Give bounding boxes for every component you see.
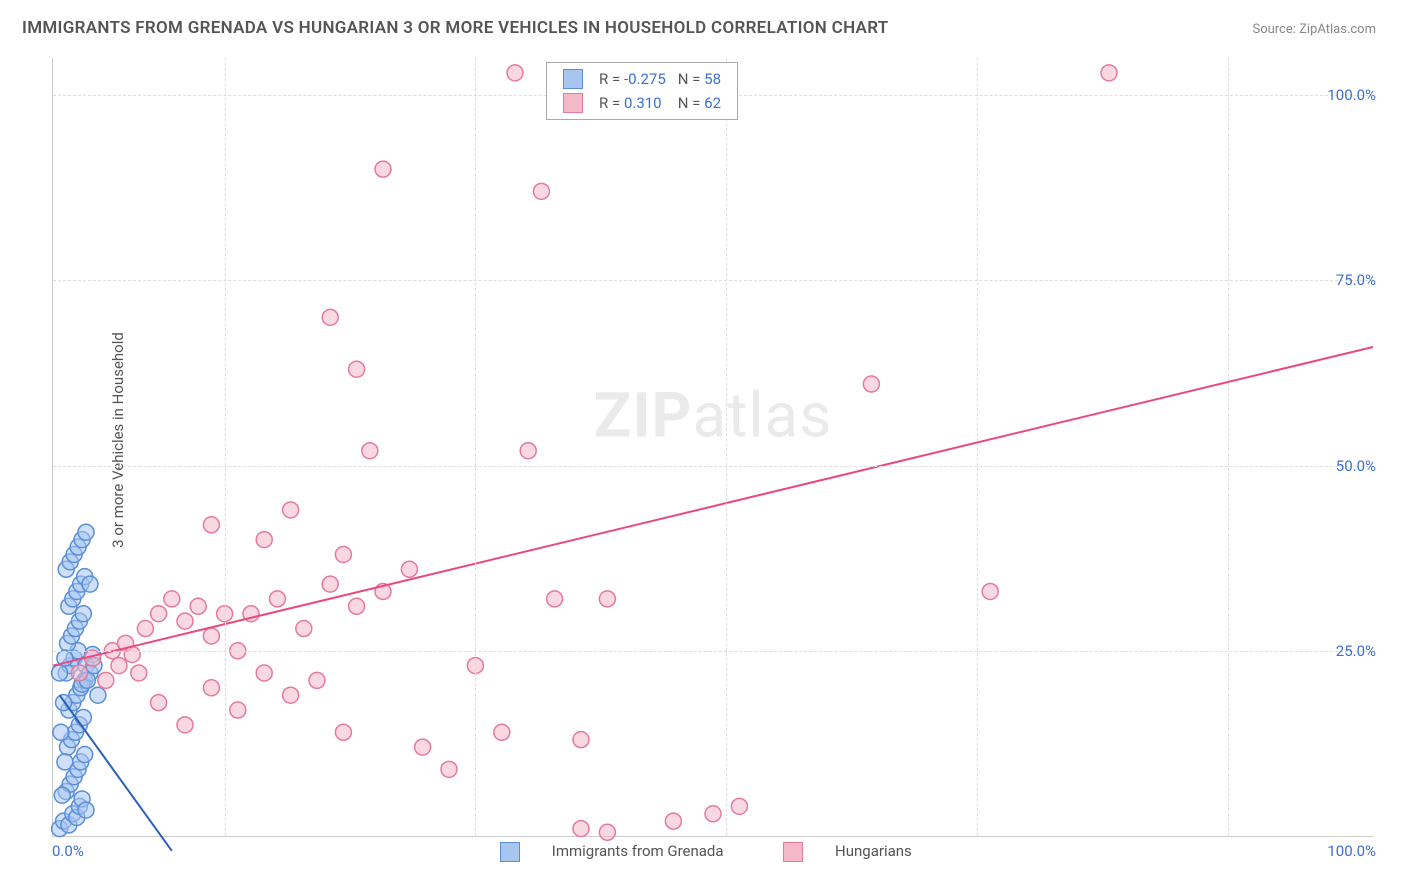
- swatch-hungarians: [563, 93, 583, 113]
- x-axis-min-label: 0.0%: [52, 842, 84, 860]
- swatch-hungarians-bottom: [783, 842, 803, 862]
- source-label: Source: ZipAtlas.com: [1252, 22, 1376, 37]
- y-tick-label: 50.0%: [1336, 457, 1376, 475]
- chart-title: IMMIGRANTS FROM GRENADA VS HUNGARIAN 3 O…: [22, 18, 889, 38]
- y-tick-label: 100.0%: [1327, 86, 1376, 104]
- chart-area: ZIPatlas: [52, 58, 1373, 837]
- correlation-legend: R = -0.275 N = 58 R = 0.310 N = 62: [546, 62, 738, 120]
- scatter-plot-svg: [53, 58, 1373, 836]
- x-axis-max-label: 100.0%: [1327, 842, 1376, 860]
- y-tick-label: 25.0%: [1336, 642, 1376, 660]
- swatch-grenada-bottom: [500, 842, 520, 862]
- series-legend: Immigrants from Grenada Hungarians: [500, 842, 968, 862]
- y-tick-label: 75.0%: [1336, 271, 1376, 289]
- swatch-grenada: [563, 69, 583, 89]
